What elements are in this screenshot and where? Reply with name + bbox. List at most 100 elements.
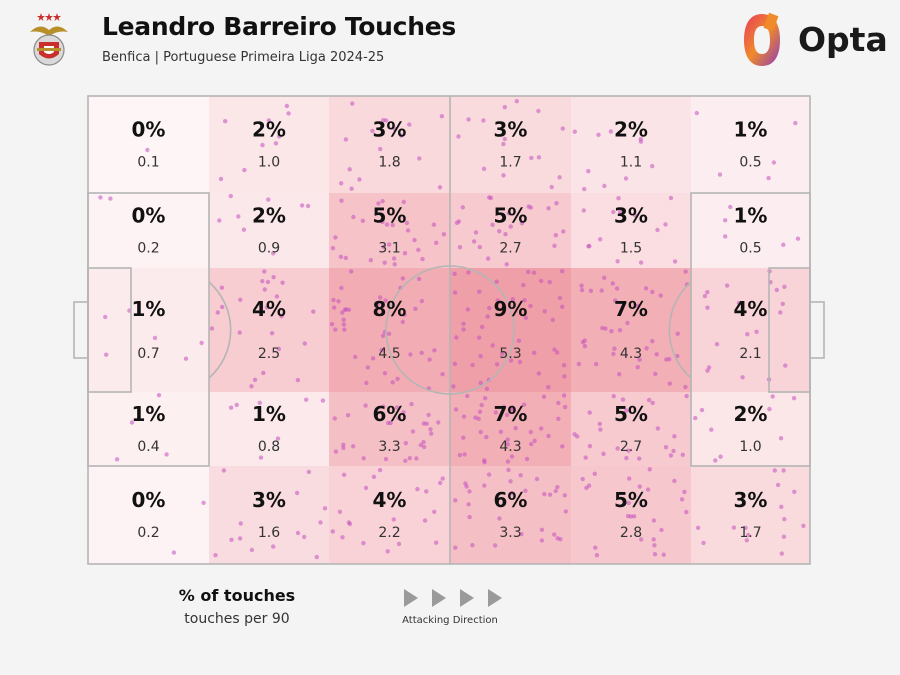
touch-dot xyxy=(502,136,507,142)
touch-dot xyxy=(661,552,666,557)
touch-dot xyxy=(579,287,585,293)
touch-dot xyxy=(654,352,659,357)
touch-dot xyxy=(399,133,404,138)
cell-touches-per-90: 2.7 xyxy=(620,439,642,455)
touch-dot xyxy=(280,280,285,285)
touch-dot xyxy=(523,488,528,493)
opta-logo-icon xyxy=(744,12,780,66)
touch-dot xyxy=(381,244,387,250)
touch-dot xyxy=(342,327,347,332)
touch-dot xyxy=(671,448,676,454)
touch-dot xyxy=(436,420,441,425)
touch-dot xyxy=(513,426,518,431)
touch-dot xyxy=(219,304,225,310)
touch-dot xyxy=(108,196,113,201)
touch-dot xyxy=(422,518,428,523)
touch-dot xyxy=(302,534,307,540)
touch-dot xyxy=(432,509,437,514)
touch-dot xyxy=(302,341,307,346)
touch-dot xyxy=(364,380,369,386)
touch-dot xyxy=(467,514,472,520)
touch-dot xyxy=(501,141,506,147)
touch-dot xyxy=(419,350,424,355)
touch-dot xyxy=(552,347,557,352)
touch-dot xyxy=(561,393,567,398)
touch-dot xyxy=(383,118,389,123)
touch-dot xyxy=(626,500,631,506)
cell-percentage: 5% xyxy=(494,204,528,228)
touch-dot xyxy=(345,413,351,418)
touch-dot xyxy=(781,534,787,539)
touch-dot xyxy=(556,400,561,406)
touch-dot xyxy=(484,386,490,391)
touch-dot xyxy=(780,301,785,307)
touch-dot xyxy=(663,222,668,227)
touch-dot xyxy=(504,262,509,267)
cell-percentage: 1% xyxy=(132,402,166,426)
touch-dot xyxy=(745,332,750,337)
touch-dot xyxy=(510,405,515,410)
touch-dot xyxy=(452,361,458,366)
touch-dot xyxy=(709,427,714,432)
touch-dot xyxy=(234,402,239,408)
touch-dot xyxy=(616,196,621,201)
touch-dot xyxy=(145,147,150,153)
touch-dot xyxy=(357,177,362,182)
brand-name: Opta xyxy=(798,20,888,59)
touch-dot xyxy=(471,239,477,244)
touch-dot xyxy=(217,218,222,223)
touch-dot xyxy=(424,421,429,426)
touch-dot xyxy=(684,509,689,515)
cell-touches-per-90: 1.7 xyxy=(499,155,521,171)
touch-dot xyxy=(555,350,560,355)
touch-dot xyxy=(392,126,398,132)
touch-dot xyxy=(249,547,255,553)
touch-dot xyxy=(723,218,728,223)
touch-dot xyxy=(241,227,247,232)
heatmap-cell xyxy=(450,193,571,268)
touch-dot xyxy=(453,407,459,412)
touch-dot xyxy=(516,338,522,343)
touch-dot xyxy=(517,359,523,365)
touch-dot xyxy=(488,195,494,201)
cell-touches-per-90: 2.7 xyxy=(499,241,521,257)
touch-dot xyxy=(655,227,660,233)
touch-dot xyxy=(350,101,355,106)
touch-dot xyxy=(476,335,482,340)
touch-dot xyxy=(492,543,498,548)
cell-touches-per-90: 0.1 xyxy=(137,155,159,171)
touch-dot xyxy=(428,427,433,432)
touch-dot xyxy=(626,448,631,453)
touch-dot xyxy=(639,537,644,542)
right-penalty-arc xyxy=(668,281,692,379)
touch-dot xyxy=(330,246,336,251)
touch-dot xyxy=(782,284,787,289)
touch-dot xyxy=(412,237,417,243)
touch-dot xyxy=(347,521,353,527)
heatmap-cell xyxy=(209,268,329,392)
heatmap-cell xyxy=(691,96,810,193)
touch-dot xyxy=(600,325,605,331)
touch-dot xyxy=(361,540,366,546)
touch-dot xyxy=(522,402,527,407)
cell-percentage: 2% xyxy=(252,204,286,228)
right-goal xyxy=(809,301,825,359)
touch-dot xyxy=(627,476,632,481)
touch-dot xyxy=(479,402,484,408)
cell-percentage: 7% xyxy=(614,297,648,321)
touch-dot xyxy=(464,484,469,489)
touch-dot xyxy=(702,293,708,299)
touch-dot xyxy=(608,129,614,134)
heatmap-cell xyxy=(329,268,450,392)
touch-dot xyxy=(524,456,530,462)
touch-dot xyxy=(408,352,413,357)
touch-dot xyxy=(637,456,642,461)
touch-dot xyxy=(381,404,386,409)
touch-dot xyxy=(368,258,373,263)
touch-dot xyxy=(618,209,623,214)
cell-touches-per-90: 5.3 xyxy=(499,346,521,362)
touch-dot xyxy=(286,111,291,116)
touch-dot xyxy=(633,213,638,218)
legend-title: % of touches xyxy=(178,586,296,605)
heatmap-cell xyxy=(691,466,810,564)
